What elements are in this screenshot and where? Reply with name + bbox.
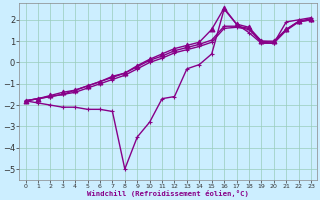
X-axis label: Windchill (Refroidissement éolien,°C): Windchill (Refroidissement éolien,°C) [87,190,249,197]
